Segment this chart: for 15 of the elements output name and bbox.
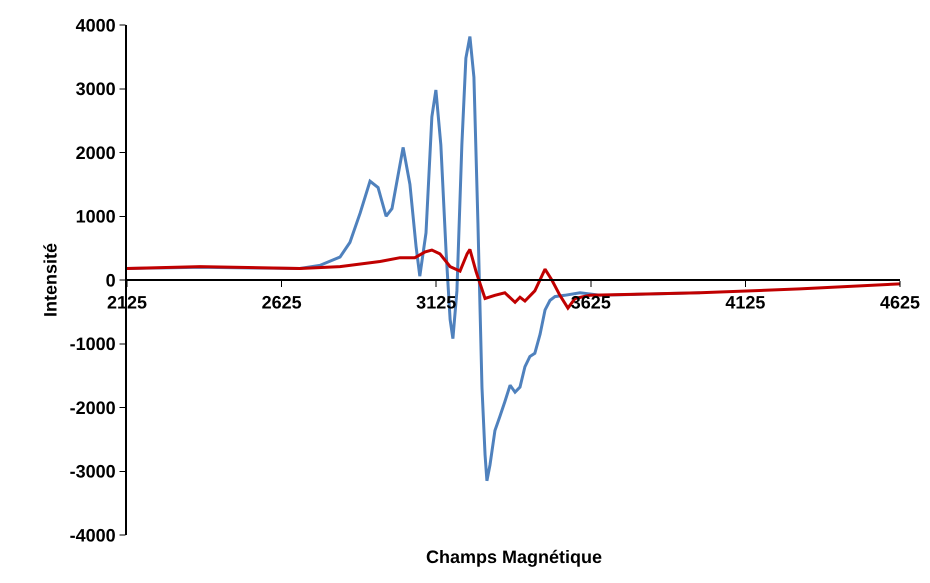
y-tick-label: -2000: [70, 398, 116, 418]
x-axis-title: Champs Magnétique: [426, 547, 602, 567]
x-tick-label: 4125: [725, 292, 766, 312]
y-axis-title: Intensité: [40, 242, 60, 318]
y-tick-label: -1000: [70, 334, 116, 354]
y-tick-label: 1000: [76, 206, 116, 227]
y-tick-label: 4000: [76, 15, 116, 36]
y-tick-label: 0: [106, 270, 116, 290]
x-tick-label: 4625: [880, 292, 920, 312]
y-tick-label: 2000: [76, 142, 116, 163]
y-tick-label: 3000: [76, 79, 116, 100]
y-tick-label: -3000: [70, 462, 116, 482]
x-tick-label: 2625: [262, 292, 302, 312]
y-tick-label: -4000: [70, 525, 116, 546]
x-tick-label: 3625: [570, 292, 611, 312]
